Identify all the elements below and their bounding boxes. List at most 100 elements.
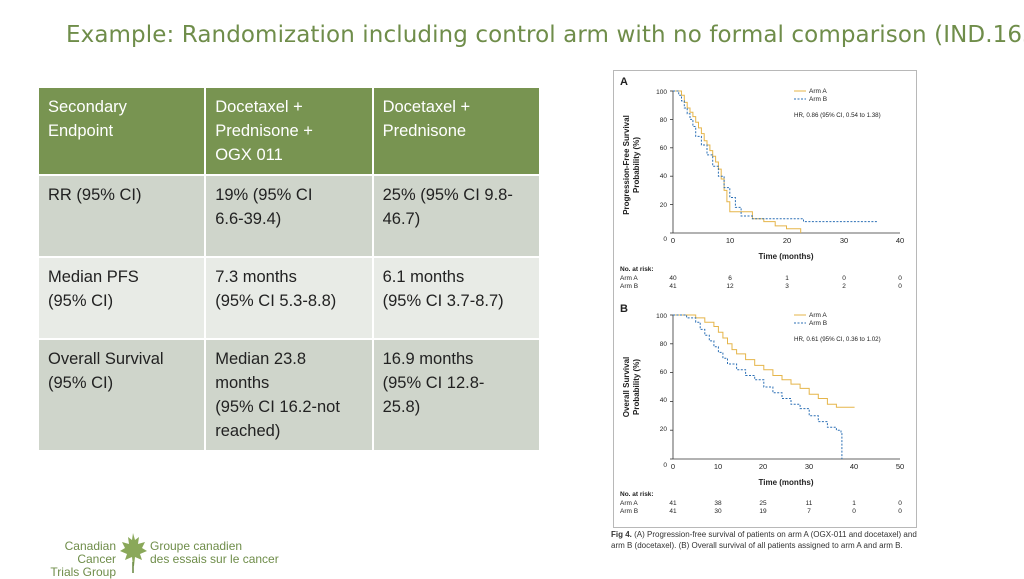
panel-b-xtick-label: 0	[671, 462, 675, 471]
panel-a-ytick-label: 80	[660, 117, 668, 124]
panel-a-risk-value: 0	[898, 275, 902, 282]
table-header-row: Secondary Endpoint Docetaxel + Prednison…	[36, 86, 542, 176]
panel-a-risk-label-b: Arm B	[620, 283, 638, 290]
panel-b-series-arm-a	[673, 314, 855, 408]
panel-b-risk-value: 0	[852, 508, 856, 515]
ctg-logo: Canadian Cancer Trials Group Groupe cana…	[26, 532, 279, 579]
survival-curves-svg: A Progression-Free Survival Probability …	[620, 76, 904, 515]
panel-b-risk-row-b: 41 30 19 7 0 0	[669, 508, 902, 515]
panel-a-xtick-label: 10	[726, 236, 734, 245]
panel-a-xtick-label: 40	[896, 236, 904, 245]
panel-a-y-ticks: 100 80 60 40 20 0	[656, 89, 667, 243]
slide-title: Example: Randomization including control…	[66, 22, 1024, 48]
panel-a-legend-arm-a: Arm A	[809, 88, 827, 95]
panel-b-x-ticks: 0 10 20 30 40 50	[671, 462, 904, 471]
panel-b-xtick-label: 40	[850, 462, 858, 471]
header-docetaxel-prednisone-ogx011: Docetaxel + Prednisone + OGX 011	[204, 86, 374, 176]
panel-b-risk-value: 11	[806, 500, 813, 507]
panel-b-risk-value: 7	[807, 508, 811, 515]
panel-b-risk-label-b: Arm B	[620, 508, 638, 515]
panel-b-ytick-label: 80	[660, 341, 668, 348]
panel-a-risk-row-a: 40 6 1 0 0	[669, 275, 902, 282]
table-cell: RR (95% CI)	[36, 174, 207, 258]
table-row: Median PFS (95% CI) 7.3 months (95% CI 5…	[36, 256, 542, 340]
table-cell: Overall Survival (95% CI)	[36, 338, 207, 452]
panel-a-risk-value: 1	[785, 275, 789, 282]
panel-b-risk-row-a: 41 38 25 11 1 0	[669, 500, 902, 507]
panel-b-risk-value: 0	[898, 500, 902, 507]
panel-b-risk-value: 30	[714, 508, 722, 515]
panel-a-letter: A	[620, 76, 628, 88]
panel-b-risk-label-a: Arm A	[620, 500, 638, 507]
panel-a-legend-arm-b: Arm B	[809, 96, 827, 103]
table-cell: 6.1 months (95% CI 3.7-8.7)	[371, 256, 542, 340]
table-cell: 19% (95% CI 6.6-39.4)	[204, 174, 374, 258]
table-row: Overall Survival (95% CI) Median 23.8 mo…	[36, 338, 542, 452]
panel-a-series-arm-b	[673, 90, 878, 223]
panel-a-ytick-label: 20	[660, 202, 668, 209]
panel-b-ytick-label: 0	[663, 462, 667, 469]
table-cell: 7.3 months (95% CI 5.3-8.8)	[204, 256, 374, 340]
header-docetaxel-prednisone: Docetaxel + Prednisone	[371, 86, 542, 176]
panel-b-y-ticks: 100 80 60 40 20 0	[656, 313, 667, 469]
panel-a-ytick-label: 100	[656, 89, 667, 96]
panel-b-ylabel-line2: Probability (%)	[632, 359, 641, 415]
panel-a-plot	[670, 90, 878, 234]
panel-b-risk-value: 1	[852, 500, 856, 507]
panel-a: A Progression-Free Survival Probability …	[620, 76, 904, 290]
panel-b: B Overall Survival Probability (%) 100 8…	[620, 303, 904, 515]
panel-a-risk-value: 41	[669, 283, 677, 290]
panel-b-xtick-label: 10	[714, 462, 722, 471]
panel-b-risk-value: 41	[669, 508, 677, 515]
panel-b-risk-value: 25	[759, 500, 767, 507]
panel-b-risk-value: 41	[669, 500, 677, 507]
survival-figure: A Progression-Free Survival Probability …	[613, 70, 917, 528]
panel-a-risk-value: 0	[842, 275, 846, 282]
panel-b-risk-title: No. at risk:	[620, 491, 654, 498]
panel-b-risk-value: 0	[898, 508, 902, 515]
panel-b-plot	[670, 314, 855, 460]
panel-b-risk-value: 19	[759, 508, 767, 515]
panel-b-hazard-ratio: HR, 0.61 (95% CI, 0.36 to 1.02)	[794, 336, 881, 343]
caption-label: Fig 4.	[611, 530, 632, 539]
panel-b-ytick-label: 40	[660, 397, 668, 404]
panel-b-ytick-label: 60	[660, 369, 668, 376]
panel-b-ytick-label: 20	[660, 426, 668, 433]
table-cell: Median 23.8 months (95% CI 16.2-not reac…	[204, 338, 374, 452]
panel-b-legend-arm-b: Arm B	[809, 320, 827, 327]
panel-a-risk-title: No. at risk:	[620, 266, 654, 273]
panel-b-xtick-label: 50	[896, 462, 904, 471]
panel-a-risk-value: 12	[726, 283, 734, 290]
logo-text-english: Canadian Cancer Trials Group	[50, 539, 116, 579]
panel-b-xlabel: Time (months)	[759, 478, 814, 487]
panel-a-ylabel-line2: Probability (%)	[632, 137, 641, 193]
panel-b-risk-value: 38	[714, 500, 722, 507]
panel-b-ytick-label: 100	[656, 313, 667, 320]
panel-a-hazard-ratio: HR, 0.86 (95% CI, 0.54 to 1.38)	[794, 112, 881, 119]
figure-caption: Fig 4. (A) Progression-free survival of …	[611, 530, 919, 551]
panel-a-ylabel-line1: Progression-Free Survival	[622, 115, 631, 215]
panel-a-risk-value: 40	[669, 275, 677, 282]
panel-a-xlabel: Time (months)	[759, 252, 814, 261]
panel-a-ytick-label: 60	[660, 145, 668, 152]
logo-text-french: Groupe canadien des essais sur le cancer	[150, 539, 279, 566]
table-cell: 25% (95% CI 9.8- 46.7)	[371, 174, 542, 258]
panel-a-xtick-label: 20	[783, 236, 791, 245]
panel-a-ytick-label: 0	[663, 236, 667, 243]
panel-a-risk-value: 6	[728, 275, 732, 282]
table-row: RR (95% CI) 19% (95% CI 6.6-39.4) 25% (9…	[36, 174, 542, 258]
endpoints-table: Secondary Endpoint Docetaxel + Prednison…	[36, 86, 542, 452]
panel-b-legend-arm-a: Arm A	[809, 312, 827, 319]
table-cell: 16.9 months (95% CI 12.8- 25.8)	[371, 338, 542, 452]
panel-b-xtick-label: 30	[805, 462, 813, 471]
table-cell: Median PFS (95% CI)	[36, 256, 207, 340]
panel-b-ylabel-line1: Overall Survival	[622, 357, 631, 417]
header-secondary-endpoint: Secondary Endpoint	[36, 86, 207, 176]
panel-a-risk-row-b: 41 12 3 2 0	[669, 283, 902, 290]
panel-b-series-arm-b	[673, 314, 843, 459]
panel-a-risk-label-a: Arm A	[620, 275, 638, 282]
panel-a-risk-value: 0	[898, 283, 902, 290]
panel-b-letter: B	[620, 303, 628, 315]
panel-a-xtick-label: 30	[840, 236, 848, 245]
panel-a-risk-value: 3	[785, 283, 789, 290]
